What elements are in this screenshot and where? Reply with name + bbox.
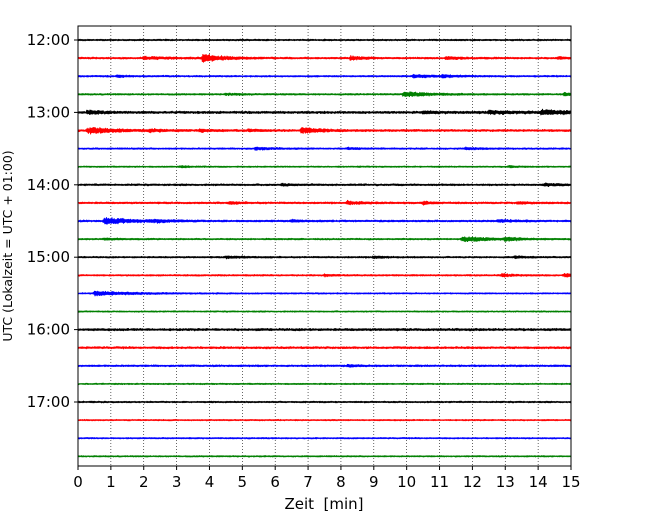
seismic-trace-1215 xyxy=(77,53,572,63)
seismic-trace-1415 xyxy=(77,199,572,206)
y-tick-label: 14:00 xyxy=(27,176,70,194)
seismic-trace-1315 xyxy=(77,126,572,135)
seismic-trace-1245 xyxy=(77,91,572,98)
x-tick-label: 6 xyxy=(270,473,280,491)
x-tick-label: 12 xyxy=(463,473,482,491)
seismic-trace-1730 xyxy=(77,436,572,440)
x-tick-label: 5 xyxy=(238,473,248,491)
x-tick-label: 8 xyxy=(336,473,346,491)
x-tick-label: 10 xyxy=(397,473,416,491)
seismic-trace-1200 xyxy=(77,38,572,42)
x-tick-label: 0 xyxy=(73,473,83,491)
seismic-trace-1530 xyxy=(77,290,572,297)
y-tick-label: 17:00 xyxy=(27,393,70,411)
x-tick-label: 3 xyxy=(172,473,182,491)
y-axis-ticks: 12:00 13:00 14:00 15:00 16:00 17:00 xyxy=(27,31,78,411)
seismic-trace-1445 xyxy=(77,236,572,243)
seismic-trace-1300 xyxy=(77,108,572,116)
x-axis-label: Zeit [min] xyxy=(284,495,363,513)
x-tick-label: 2 xyxy=(139,473,149,491)
seismic-trace-1400 xyxy=(77,182,572,188)
x-tick-label: 7 xyxy=(303,473,313,491)
seismic-trace-1430 xyxy=(77,217,572,225)
seismic-trace-1630 xyxy=(77,363,572,368)
y-tick-label: 12:00 xyxy=(27,31,70,49)
y-tick-label: 15:00 xyxy=(27,248,70,266)
seismic-trace-1500 xyxy=(77,255,572,260)
seismic-trace-1600 xyxy=(77,327,572,332)
x-tick-label: 9 xyxy=(369,473,379,491)
seismic-trace-1515 xyxy=(77,272,572,278)
seismic-trace-1715 xyxy=(77,418,572,422)
y-tick-label: 13:00 xyxy=(27,103,70,121)
x-tick-label: 14 xyxy=(529,473,548,491)
x-tick-label: 4 xyxy=(205,473,215,491)
seismic-trace-1545 xyxy=(77,310,572,313)
seismic-trace-1700 xyxy=(77,400,572,404)
x-tick-label: 11 xyxy=(430,473,449,491)
seismic-trace-1330 xyxy=(77,146,572,151)
seismic-trace-1615 xyxy=(77,346,572,350)
x-tick-label: 15 xyxy=(561,473,580,491)
grid-lines xyxy=(110,26,539,466)
seismic-trace-1645 xyxy=(77,382,572,386)
x-tick-label: 1 xyxy=(106,473,116,491)
seismic-trace-1345 xyxy=(77,164,572,169)
seismic-trace-1230 xyxy=(77,73,572,79)
x-tick-label: 13 xyxy=(496,473,515,491)
y-tick-label: 16:00 xyxy=(27,321,70,339)
seismic-traces xyxy=(77,38,572,458)
seismic-trace-1745 xyxy=(77,455,572,458)
plot-frame xyxy=(77,25,572,467)
x-axis-ticks: 0 1 2 3 4 5 6 7 8 9 10 11 12 13 14 15 xyxy=(73,466,581,491)
y-axis-label: UTC (Lokalzeit = UTC + 01:00) xyxy=(0,150,15,341)
